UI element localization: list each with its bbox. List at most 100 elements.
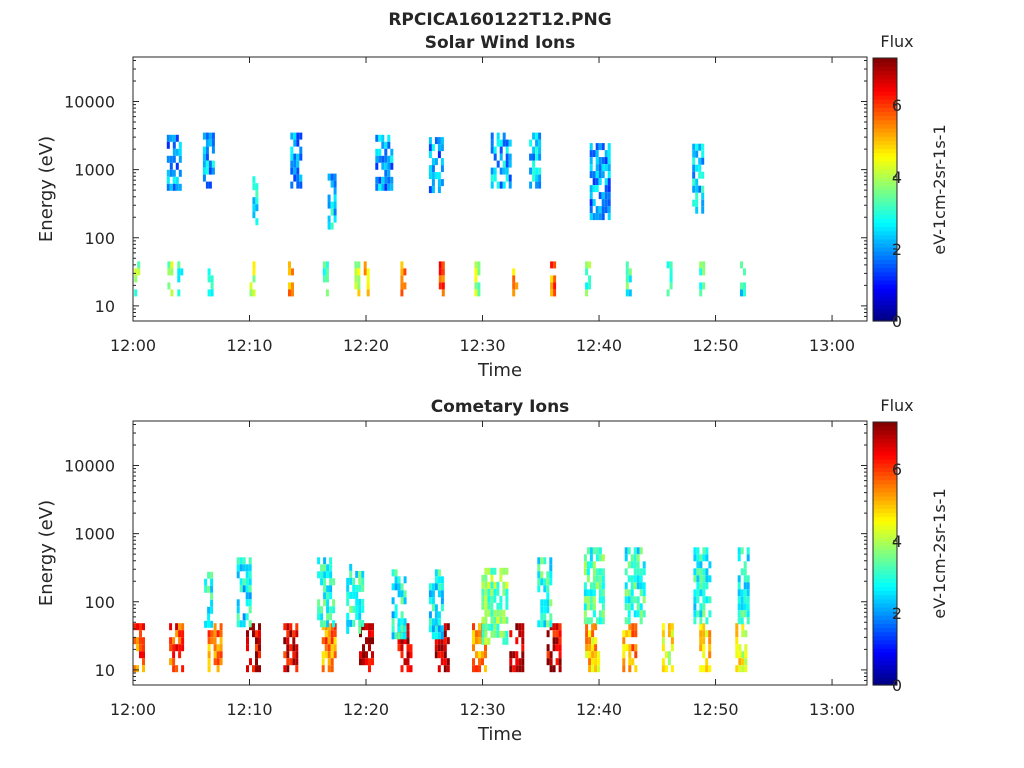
colorbar-segment [873,123,897,129]
heatmap-cell [493,630,497,638]
heatmap-cell [205,146,209,154]
heatmap-cell [440,144,444,152]
heatmap-cell [390,162,394,170]
heatmap-cell [248,557,252,565]
heatmap-cell [391,632,395,640]
heatmap-cell [693,547,697,555]
heatmap-cell [508,160,512,168]
heatmap-cell [737,589,741,597]
heatmap-cell [625,630,629,638]
heatmap-cell [699,623,703,631]
heatmap-cell [325,261,329,269]
heatmap-cell [133,637,136,645]
heatmap-cell [595,575,599,583]
heatmap-cell [589,171,593,179]
heatmap-cell [699,268,703,276]
heatmap-cell [630,575,634,583]
heatmap-cell [330,651,334,659]
heatmap-cell [384,176,388,184]
colorbar-tick-label: 0 [892,676,902,695]
heatmap-cell [598,213,602,221]
heatmap-cell [355,570,359,578]
heatmap-cell [252,183,256,191]
heatmap-cell [705,547,709,555]
heatmap-cell [245,571,249,579]
x-tick-label: 12:30 [459,336,505,355]
heatmap-cell [543,557,547,565]
heatmap-cell [532,174,536,182]
colorbar-segment [873,238,897,244]
heatmap-cell [202,146,206,154]
heatmap-cell [296,153,300,161]
heatmap-cell [521,658,525,666]
heatmap-cell [743,610,747,618]
heatmap-cell [628,658,632,666]
heatmap-cell [535,153,539,161]
heatmap-cell [594,651,598,659]
heatmap-cell [142,644,145,652]
heatmap-cell [175,176,179,184]
y-axis: 10 100 1000 10000 [64,59,867,322]
heatmap-cell [598,164,602,172]
heatmap-cell [589,150,593,158]
heatmap-cell [245,599,249,607]
heatmap-cell [628,275,632,283]
heatmap-cell [216,630,220,638]
heatmap-cell [323,578,327,586]
heatmap-cell [296,174,300,182]
x-axis: 12:00 12:10 12:20 12:30 12:40 12:50 13:00 [110,421,855,719]
heatmap-cell [333,651,337,659]
heatmap-cell [437,576,441,584]
heatmap-cell [692,171,696,179]
heatmap-cell [326,599,330,607]
heatmap-cell [438,268,442,276]
heatmap-cell [633,610,637,618]
heatmap-cell [245,564,249,572]
heatmap-cell [443,651,447,659]
heatmap-cell [245,578,249,586]
heatmap-cell [358,584,362,592]
heatmap-cell [295,623,299,631]
heatmap-cell [403,658,407,666]
heatmap-cell [624,568,628,576]
y-tick-label: 10000 [64,93,115,112]
heatmap-cell [333,194,337,202]
colorbar-segment [873,574,897,579]
heatmap-cell [204,585,208,593]
heatmap-cell [202,153,206,161]
heatmap-cell [437,151,441,159]
heatmap-cell [440,590,444,598]
heatmap-cell [428,151,432,159]
heatmap-cell [365,658,368,666]
heatmap-cell [595,617,599,625]
colorbar-segment [873,582,897,587]
heatmap-cell [437,179,441,187]
heatmap-cell [403,632,407,640]
heatmap-cell [670,637,674,645]
heatmap-cell [502,616,506,624]
heatmap-cell [546,644,550,652]
heatmap-cell [361,598,365,606]
heatmap-cell [142,658,145,666]
heatmap-cell [357,275,361,283]
heatmap-cell [440,576,444,584]
heatmap-cell [477,261,481,269]
heatmap-cell [592,575,596,583]
heatmap-cell [708,610,712,618]
heatmap-cell [740,289,743,297]
heatmap-cell [323,571,327,579]
heatmap-cell [505,153,509,161]
heatmap-cell [355,598,359,606]
y-tick-label: 1000 [74,161,115,180]
heatmap-cell [743,603,747,611]
heatmap-cell [381,141,385,149]
heatmap-cell [512,282,516,290]
heatmap-cell [178,183,182,191]
heatmap-cell [202,167,206,175]
colorbar-segment [873,160,897,166]
heatmap-cell [515,665,519,673]
heatmap-cell [478,665,481,673]
heatmap-cell [286,623,290,631]
heatmap-cell [169,644,173,652]
heatmap-cell [481,595,485,603]
